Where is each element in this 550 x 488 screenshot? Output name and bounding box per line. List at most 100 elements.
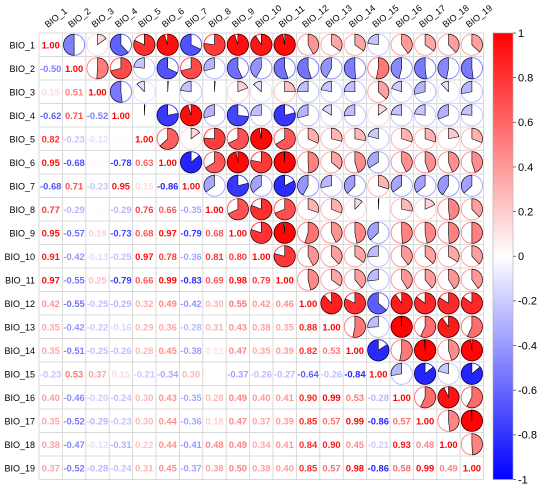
coefficient-label: 0.88: [299, 321, 317, 332]
coefficient-label: 0.41: [276, 439, 294, 450]
coefficient-label: -0.36: [180, 251, 201, 262]
coefficient-label: -0.55: [63, 274, 84, 285]
coefficient-label: 0.01: [88, 204, 106, 215]
coefficient-label: -0.23: [63, 133, 84, 144]
pie-slice: [401, 33, 413, 54]
pie-slice: [367, 151, 379, 169]
coefficient-label: 0.39: [276, 415, 294, 426]
coefficient-label: -0.79: [180, 227, 201, 238]
pie-slice: [320, 174, 332, 189]
pie-slice: [391, 80, 402, 93]
coefficient-label: -0.78: [110, 157, 131, 168]
pie-slice: [414, 339, 436, 362]
coefficient-label: 0.31: [135, 462, 153, 473]
coefficient-label: 0.98: [346, 462, 364, 473]
pie-slice: [304, 221, 319, 244]
coefficient-label: -0.22: [87, 321, 108, 332]
pie-slice: [471, 433, 483, 456]
pie-slice: [461, 292, 483, 315]
pie-slice: [227, 151, 249, 174]
pie-slice: [227, 174, 249, 197]
colorbar-tick-label: 0: [518, 251, 524, 263]
coefficient-label: 0.49: [439, 462, 457, 473]
pie-slice: [437, 104, 449, 120]
pie-slice: [144, 104, 146, 116]
coefficient-label: 0.99: [416, 462, 434, 473]
pie-slice: [180, 151, 202, 174]
coefficient-label: -0.29: [110, 204, 131, 215]
coefficient-label: 0.47: [229, 345, 247, 356]
coefficient-label: 0.51: [65, 86, 83, 97]
coefficient-label: 0.95: [42, 227, 60, 238]
coefficient-label: 0.84: [299, 439, 318, 450]
coefficient-label: 0.30: [205, 298, 223, 309]
pie-slice: [352, 315, 366, 338]
pie-slice: [344, 104, 356, 117]
pie-slice: [227, 33, 249, 56]
coefficient-label: 0.95: [42, 157, 60, 168]
colorbar-bar: [492, 32, 514, 480]
pie-slice: [227, 104, 249, 127]
pie-slice: [331, 221, 343, 243]
row-label: BIO_7: [9, 181, 35, 191]
pie-slice: [273, 151, 296, 174]
coefficient-label: 0.69: [205, 274, 223, 285]
colorbar-tick-label: -0.4: [518, 340, 537, 352]
pie-slice: [180, 104, 202, 127]
pie-slice: [414, 57, 427, 80]
colorbar-tick-label: 0.2: [518, 206, 533, 218]
coefficient-label: 0.90: [299, 392, 317, 403]
pie-slice: [390, 174, 402, 193]
pie-slice: [228, 198, 249, 221]
pie-slice: [344, 174, 356, 194]
coefficient-label: 0.66: [159, 204, 177, 215]
pie-slice: [331, 127, 343, 142]
coefficient-label: -0.62: [40, 110, 61, 121]
row-label: BIO_18: [4, 440, 35, 450]
pie-slice: [203, 33, 226, 56]
coefficient-label: 0.42: [42, 298, 60, 309]
pie-slice: [250, 151, 273, 174]
pie-slice: [344, 57, 356, 80]
coefficient-label: 0.81: [205, 251, 223, 262]
coefficient-label: -0.12: [87, 133, 108, 144]
pie-slice: [307, 198, 319, 213]
pie-slice: [424, 221, 436, 244]
coefficient-label: 0.48: [205, 439, 223, 450]
pie-slice: [448, 245, 460, 263]
coefficient-label: 0.36: [159, 321, 177, 332]
pie-slice: [471, 221, 483, 244]
pie-slice: [471, 127, 483, 143]
coefficient-label: 0.82: [42, 133, 60, 144]
coefficient-label: 0.35: [276, 321, 294, 332]
coefficient-label: -0.51: [63, 345, 84, 356]
colorbar: 1 0.8 0.6 0.4 0.2 0 -0.2 -0.4 -0.6 -0.8 -1: [492, 28, 537, 486]
pie-slice: [156, 57, 178, 80]
pie-slice: [274, 198, 296, 221]
coefficient-label: -0.86: [368, 415, 389, 426]
row-label: BIO_19: [4, 463, 35, 473]
pie-slice: [136, 80, 145, 93]
pie-slice: [273, 245, 296, 268]
pie-slice: [424, 151, 436, 173]
column-label: BIO_2: [66, 6, 92, 30]
pie-slice: [203, 127, 226, 150]
pie-slice: [275, 127, 296, 150]
pie-slice: [190, 127, 200, 140]
pie-slice: [354, 127, 366, 142]
coefficient-label: 1.00: [463, 462, 481, 473]
coefficient-label: 0.30: [135, 392, 153, 403]
pie-slice: [471, 245, 483, 265]
pie-slice: [110, 33, 129, 56]
pie-slice: [378, 198, 380, 210]
column-label: BIO_19: [464, 3, 494, 30]
column-label: BIO_9: [230, 6, 256, 30]
coefficient-label: 0.97: [42, 274, 60, 285]
row-label: BIO_5: [9, 134, 35, 144]
coefficient-label: -0.21: [368, 439, 389, 450]
pie-slice: [297, 57, 312, 80]
coefficient-label: -0.26: [251, 368, 272, 379]
pie-slice: [159, 127, 179, 150]
coefficient-label: 0.49: [159, 298, 177, 309]
pie-slice: [424, 33, 436, 52]
